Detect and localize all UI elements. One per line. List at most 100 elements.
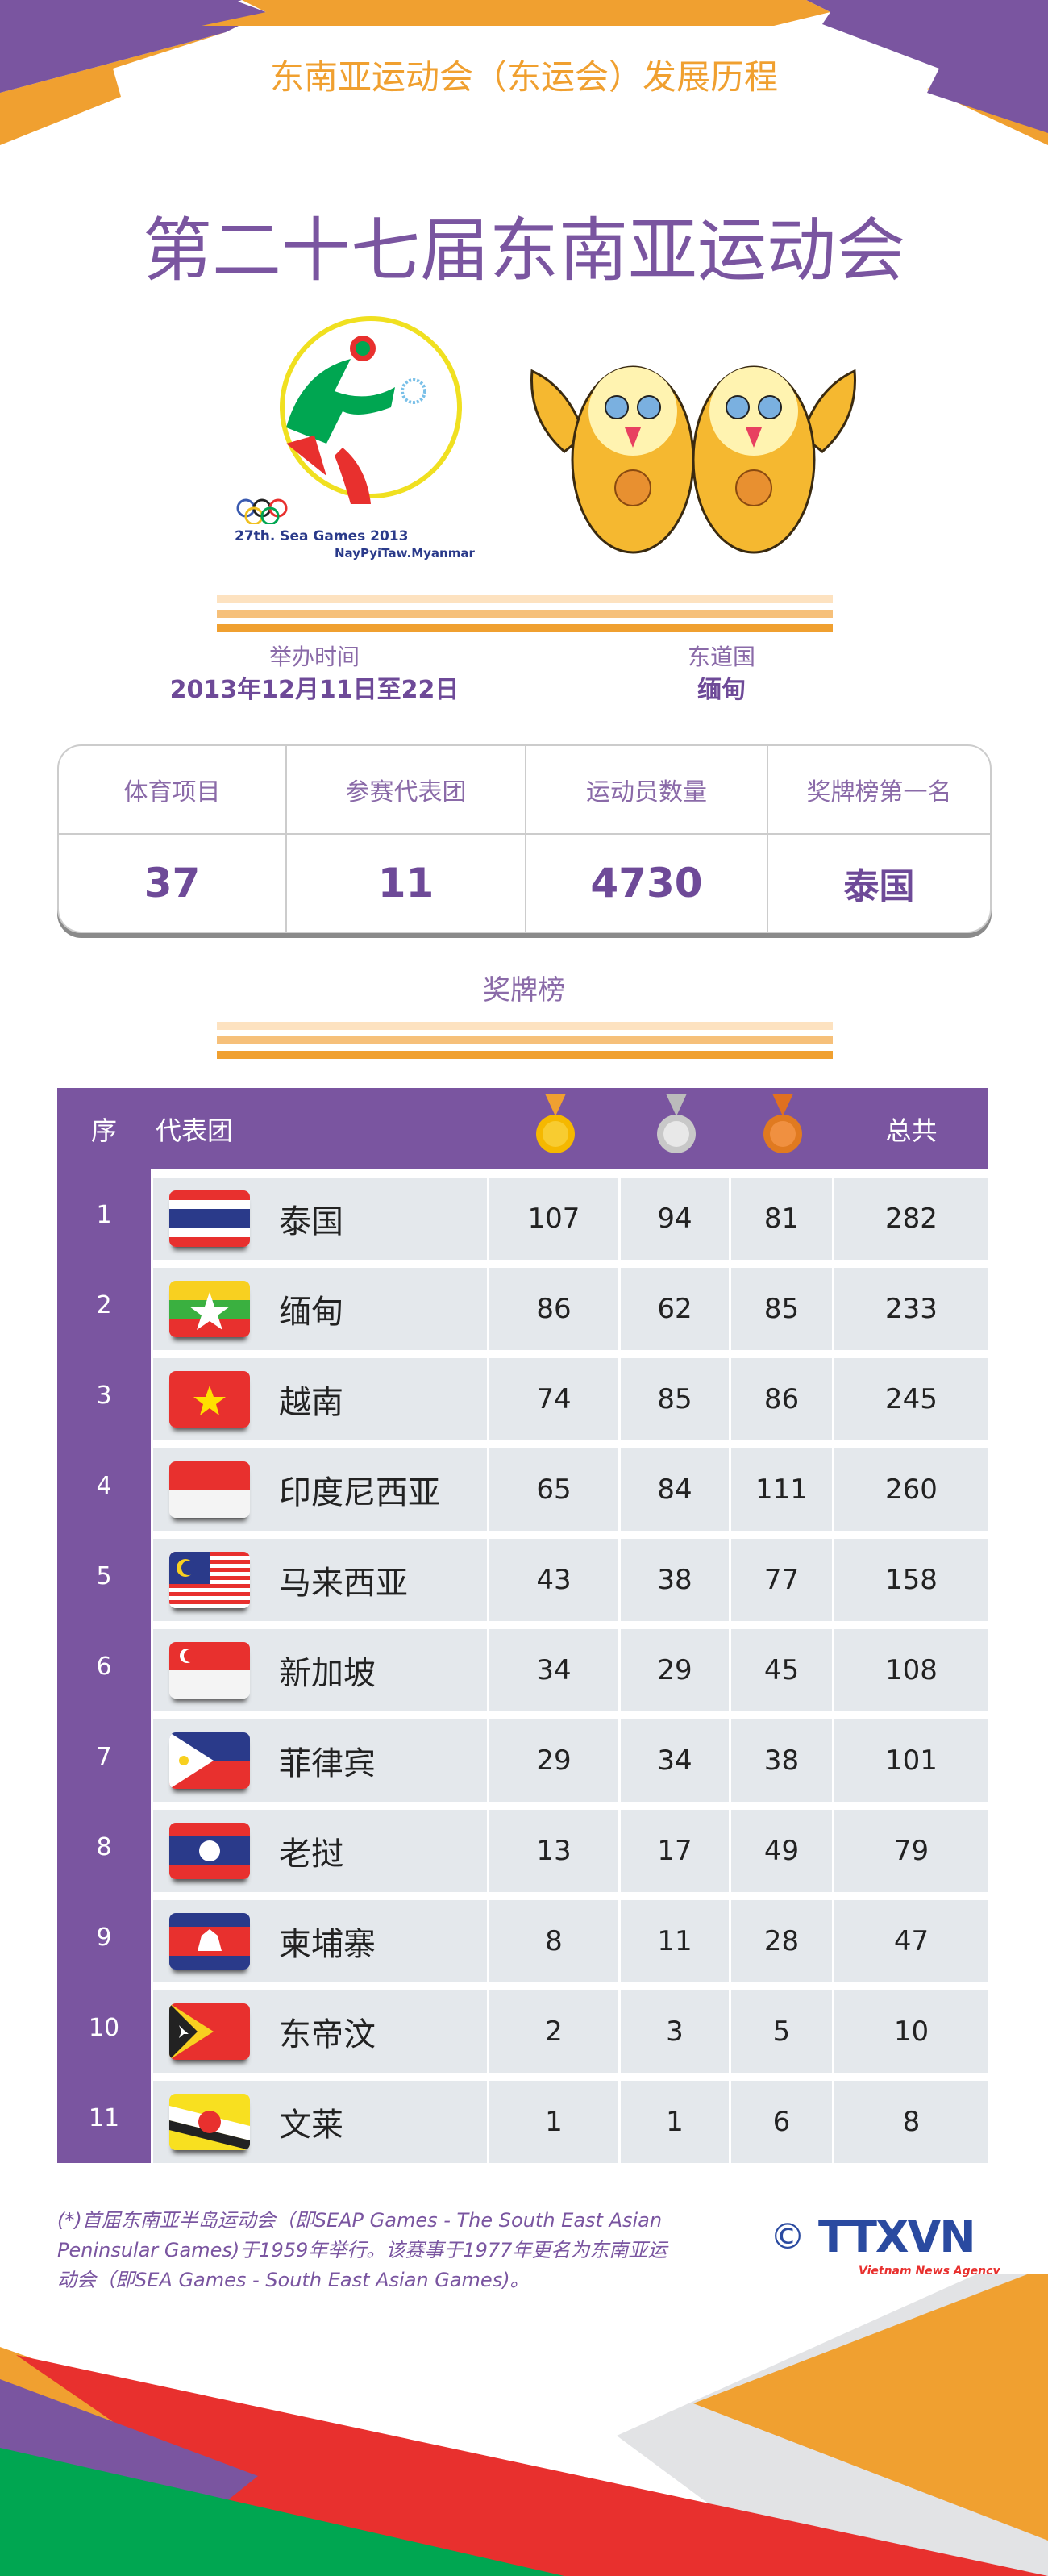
timor-leste-flag-icon	[169, 2003, 250, 2060]
table-row: 10 东帝汶 2 3 5 10	[57, 1982, 988, 2073]
total-count: 245	[834, 1358, 988, 1440]
sea-games-logo: 27th. Sea Games 2013 NayPyiTaw.Myanmar	[230, 315, 488, 573]
laos-flag-icon	[169, 1823, 250, 1879]
stat-header-sports: 体育项目	[59, 746, 287, 835]
header-seq: 序	[90, 1115, 117, 1146]
silver-count: 62	[621, 1268, 731, 1350]
brand-name: TTXVN	[818, 2211, 976, 2262]
bottom-decoration	[0, 2274, 1048, 2576]
team-cell: 新加坡	[153, 1629, 489, 1711]
brunei-flag-icon	[169, 2094, 250, 2150]
team-cell: 柬埔寨	[153, 1900, 489, 1982]
bronze-count: 5	[731, 1990, 834, 2073]
table-row: 11 文莱 1 1 6 8	[57, 2073, 988, 2163]
medal-table-title: 奖牌榜	[483, 974, 565, 1007]
malaysia-flag-icon	[169, 1552, 250, 1608]
silver-count: 1	[621, 2081, 731, 2163]
host-value: 缅甸	[697, 676, 746, 704]
team-name: 越南	[279, 1384, 343, 1421]
row-seq: 11	[57, 2073, 151, 2163]
footnote: (*)首届东南亚半岛运动会（即SEAP Games - The South Ea…	[57, 2209, 667, 2291]
bronze-count: 111	[731, 1448, 834, 1531]
table-row: 4 印度尼西亚 65 84 111 260	[57, 1440, 988, 1531]
team-cell: 东帝汶	[153, 1990, 489, 2073]
row-seq: 1	[57, 1169, 151, 1260]
brand-sub: Vietnam News Agency	[859, 2265, 1000, 2278]
team-name: 东帝汶	[279, 2016, 376, 2053]
row-seq: 4	[57, 1440, 151, 1531]
table-row: 5 马来西亚 43 38 77 158	[57, 1531, 988, 1621]
total-count: 10	[834, 1990, 988, 2073]
gold-count: 34	[489, 1629, 621, 1711]
silver-count: 84	[621, 1448, 731, 1531]
total-count: 101	[834, 1719, 988, 1802]
total-count: 108	[834, 1629, 988, 1711]
total-count: 158	[834, 1539, 988, 1621]
time-value: 2013年12月11日至22日	[169, 676, 460, 704]
gold-count: 29	[489, 1719, 621, 1802]
total-count: 8	[834, 2081, 988, 2163]
header-total: 总共	[885, 1115, 938, 1146]
row-seq: 3	[57, 1350, 151, 1440]
stat-header-athletes: 运动员数量	[526, 746, 768, 835]
silver-count: 17	[621, 1810, 731, 1892]
stat-value-athletes: 4730	[526, 835, 768, 932]
team-cell: 菲律宾	[153, 1719, 489, 1802]
bronze-count: 49	[731, 1810, 834, 1892]
team-cell: 越南	[153, 1358, 489, 1440]
total-count: 47	[834, 1900, 988, 1982]
host-label: 东道国	[687, 644, 755, 670]
thailand-flag-icon	[169, 1190, 250, 1247]
myanmar-flag-icon	[169, 1281, 250, 1337]
gold-medal-icon	[489, 1093, 621, 1165]
team-name: 菲律宾	[279, 1745, 376, 1782]
bronze-count: 28	[731, 1900, 834, 1982]
logo-text-1: 27th. Sea Games 2013	[235, 528, 409, 544]
silver-count: 3	[621, 1990, 731, 2073]
ttxvn-logo: © TTXVN Vietnam News Agency	[770, 2211, 1000, 2283]
decorative-stripes	[217, 595, 833, 639]
table-row: 9 柬埔寨 8 11 28 47	[57, 1892, 988, 1982]
top-banner-decoration	[0, 0, 1048, 145]
team-cell: 马来西亚	[153, 1539, 489, 1621]
team-cell: 文莱	[153, 2081, 489, 2163]
silver-count: 94	[621, 1178, 731, 1260]
gold-count: 74	[489, 1358, 621, 1440]
silver-medal-icon	[621, 1093, 731, 1165]
stat-value-delegations: 11	[287, 835, 526, 932]
gold-count: 65	[489, 1448, 621, 1531]
cambodia-flag-icon	[169, 1913, 250, 1970]
team-cell: 缅甸	[153, 1268, 489, 1350]
stats-box: 体育项目 参赛代表团 运动员数量 奖牌榜第一名 37 11 4730 泰国	[57, 744, 992, 933]
table-row: 6 新加坡 34 29 45 108	[57, 1621, 988, 1711]
team-name: 缅甸	[279, 1294, 343, 1331]
table-row: 7 菲律宾 29 34 38 101	[57, 1711, 988, 1802]
stat-header-top-nation: 奖牌榜第一名	[768, 746, 990, 835]
row-seq: 9	[57, 1892, 151, 1982]
stat-value-top-nation: 泰国	[843, 866, 915, 907]
total-count: 233	[834, 1268, 988, 1350]
row-seq: 5	[57, 1531, 151, 1621]
silver-count: 85	[621, 1358, 731, 1440]
vietnam-flag-icon	[169, 1371, 250, 1428]
row-seq: 8	[57, 1802, 151, 1892]
team-name: 文莱	[279, 2107, 343, 2144]
total-count: 282	[834, 1178, 988, 1260]
stat-value-sports: 37	[59, 835, 287, 932]
decorative-stripes	[217, 1022, 833, 1065]
bronze-count: 81	[731, 1178, 834, 1260]
gold-count: 107	[489, 1178, 621, 1260]
silver-count: 11	[621, 1900, 731, 1982]
team-name: 柬埔寨	[279, 1926, 376, 1963]
table-row: 2 缅甸 86 62 85 233	[57, 1260, 988, 1350]
medal-table: 序 代表团 总共 1 泰国 107 94 81 282 2 缅甸 86 62 85…	[57, 1088, 988, 2163]
silver-count: 29	[621, 1629, 731, 1711]
singapore-flag-icon	[169, 1642, 250, 1699]
bronze-medal-icon	[731, 1093, 834, 1165]
team-name: 印度尼西亚	[279, 1474, 440, 1511]
indonesia-flag-icon	[169, 1461, 250, 1518]
page-title: 第二十七届东南亚运动会	[143, 210, 905, 291]
logo-text-2: NayPyiTaw.Myanmar	[335, 546, 475, 561]
mascot-owls-image	[530, 365, 856, 554]
team-cell: 印度尼西亚	[153, 1448, 489, 1531]
